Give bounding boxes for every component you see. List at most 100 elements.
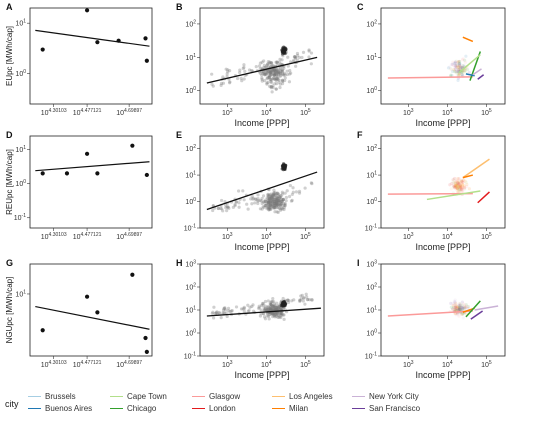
data-point [271,312,276,316]
data-point [289,71,293,75]
legend-item-glasgow: Glasgow [192,392,240,402]
data-point [267,200,271,204]
data-point [452,302,457,307]
data-point [449,67,453,71]
data-point [144,172,149,178]
x-tick-label: 104.69897 [116,108,142,117]
data-point [245,202,249,206]
data-point [268,74,272,78]
data-point [466,67,470,72]
data-point [278,200,282,204]
data-point [455,68,459,72]
data-point [457,306,461,310]
data-point [269,307,273,311]
data-point [225,314,229,319]
data-point [242,306,246,311]
data-point [456,180,460,184]
y-tick-label: 101 [15,289,26,298]
data-point [275,202,279,206]
x-tick-label: 104 [442,360,453,369]
data-point [281,304,286,308]
data-point [453,298,457,302]
data-point [266,304,270,309]
data-point [454,305,458,309]
data-point [293,55,297,59]
data-point [461,316,465,320]
data-point [275,307,279,312]
data-point [310,298,314,302]
data-point [277,78,281,82]
data-point [268,197,272,201]
data-point [463,58,467,62]
data-point [457,182,461,186]
data-point [40,171,45,176]
data-point [277,206,282,210]
data-point [463,179,467,183]
data-point [452,68,456,72]
data-point [464,303,468,307]
legend-label: Milan [289,404,309,413]
y-tick-label: 101 [366,171,377,180]
data-point [456,181,460,185]
data-point [269,198,273,202]
panel-B: B 103 104 105 102 101 100 [176,2,325,117]
data-point [218,311,222,315]
data-point [458,184,462,188]
data-point [269,192,273,196]
data-point [260,60,264,64]
data-point [273,193,277,198]
legend-item-new-york-city: New York City [352,392,419,402]
data-point [309,51,314,55]
data-point [260,303,264,307]
data-point [269,61,274,65]
data-point [463,303,467,307]
x-tick-label: 104 [261,108,272,117]
panel-frame [199,7,325,105]
data-point [281,204,285,208]
series-line-milan [462,36,474,43]
legend-swatch [192,396,205,398]
data-point [265,314,269,318]
y-tick-label: 10-1 [184,224,196,233]
data-point [247,308,251,312]
x-tick-label: 105 [481,232,492,241]
data-point [239,307,244,311]
legend-swatch [110,408,123,410]
legend-label: Los Angeles [289,392,333,401]
data-point [271,312,275,316]
data-point [281,300,285,304]
legend-swatch [110,396,123,398]
panel-letter: G [6,258,13,268]
y-axis-label: EUpc [MWh/cap] [5,26,14,86]
data-point [224,308,228,312]
data-point [284,199,288,203]
data-point [273,191,277,195]
data-point [241,189,245,193]
data-point [276,75,280,79]
data-point [276,203,280,207]
data-point [275,304,280,308]
data-point [458,308,462,312]
x-tick-label: 104.477121 [73,232,102,241]
data-point [458,183,462,187]
data-point [287,80,292,84]
series-line-los-angeles [462,158,490,179]
data-point [143,335,148,341]
data-point [273,203,277,207]
data-point [266,70,270,74]
data-point [248,305,252,309]
data-point [455,184,459,188]
data-point [280,69,285,73]
data-point [275,73,279,77]
data-point [283,201,287,206]
data-point [451,63,455,67]
data-point [268,69,272,73]
data-point [459,65,463,69]
data-point [456,183,460,187]
data-point [272,188,276,192]
data-point [456,186,460,190]
data-point [265,199,270,203]
data-point [265,70,269,74]
data-point [263,199,267,203]
data-point [457,62,461,66]
